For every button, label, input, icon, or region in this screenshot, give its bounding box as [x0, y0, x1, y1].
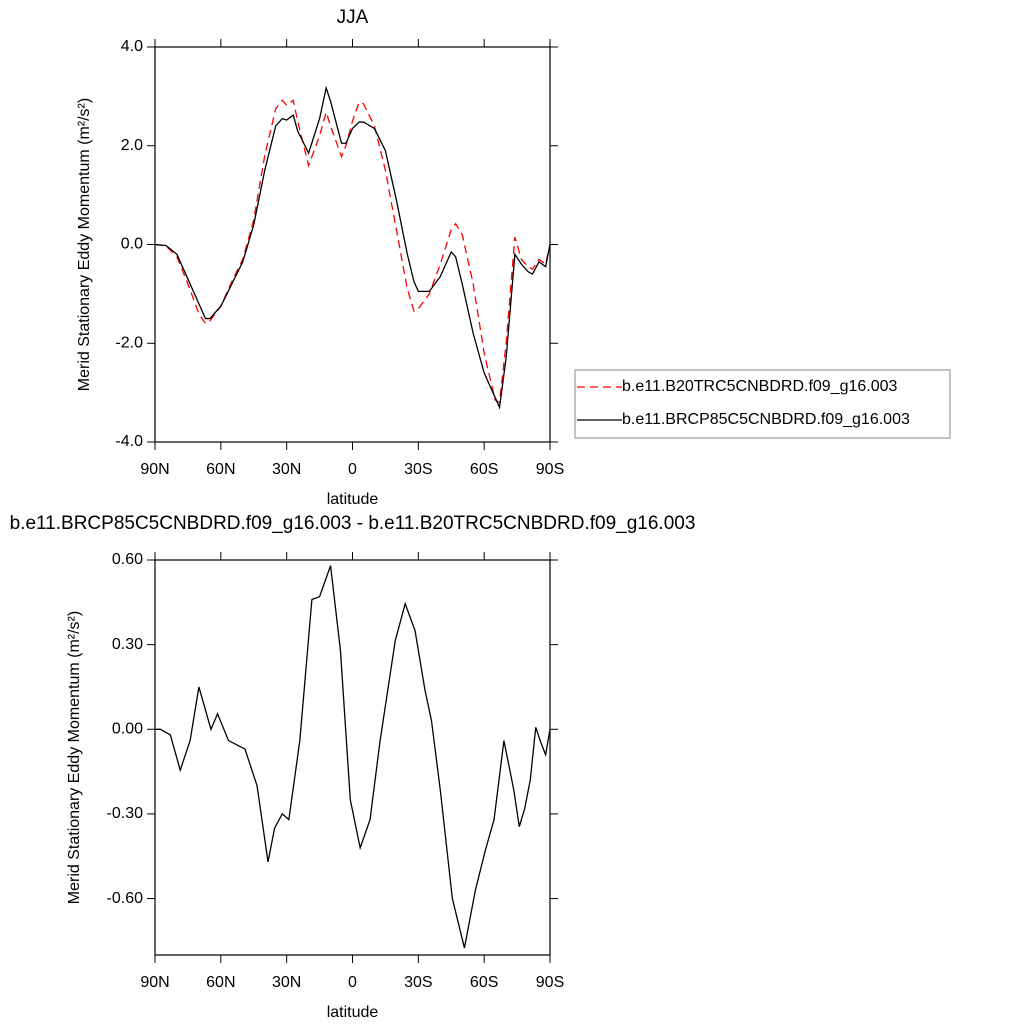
y-tick-label: 0.30	[112, 636, 143, 653]
y-tick-label: 0.60	[112, 551, 143, 568]
x-tick-label: 30S	[404, 461, 432, 478]
plot-frame	[154, 559, 551, 956]
x-tick-label: 60S	[470, 461, 498, 478]
data-line	[155, 565, 551, 949]
y-tick-label: -0.60	[107, 890, 144, 907]
y-tick-label: 0.00	[112, 721, 143, 738]
x-tick-label: 0	[348, 461, 357, 478]
x-tick-label: 60S	[470, 974, 498, 991]
y-tick-label: -4.0	[115, 433, 143, 450]
x-tick-label: 30N	[272, 974, 301, 991]
x-tick-label: 30S	[404, 974, 432, 991]
x-axis-label: latitude	[327, 1004, 379, 1021]
x-tick-label: 90N	[140, 461, 169, 478]
y-tick-label: 2.0	[121, 137, 143, 154]
y-tick-label: 4.0	[121, 38, 143, 55]
x-axis-label: latitude	[327, 491, 379, 508]
legend-label: b.e11.B20TRC5CNBDRD.f09_g16.003	[622, 378, 898, 395]
x-tick-label: 30N	[272, 461, 301, 478]
plot-frame	[154, 46, 551, 443]
data-line	[154, 99, 551, 404]
data-line	[154, 85, 551, 410]
y-tick-label: -2.0	[115, 334, 143, 351]
y-tick-label: -0.30	[107, 805, 144, 822]
chart-title: JJA	[337, 7, 369, 28]
x-tick-label: 60N	[206, 974, 235, 991]
x-tick-label: 90S	[536, 974, 564, 991]
y-tick-label: 0.0	[121, 236, 143, 253]
y-axis-label: Merid Stationary Eddy Momentum (m²/s²)	[76, 98, 93, 391]
chart-title: b.e11.BRCP85C5CNBDRD.f09_g16.003 - b.e11…	[10, 513, 696, 534]
legend-label: b.e11.BRCP85C5CNBDRD.f09_g16.003	[622, 411, 910, 428]
legend-box	[574, 369, 951, 439]
x-tick-label: 60N	[206, 461, 235, 478]
x-tick-label: 90N	[140, 974, 169, 991]
x-tick-label: 90S	[536, 461, 564, 478]
y-axis-label: Merid Stationary Eddy Momentum (m²/s²)	[66, 611, 83, 904]
x-tick-label: 0	[348, 974, 357, 991]
